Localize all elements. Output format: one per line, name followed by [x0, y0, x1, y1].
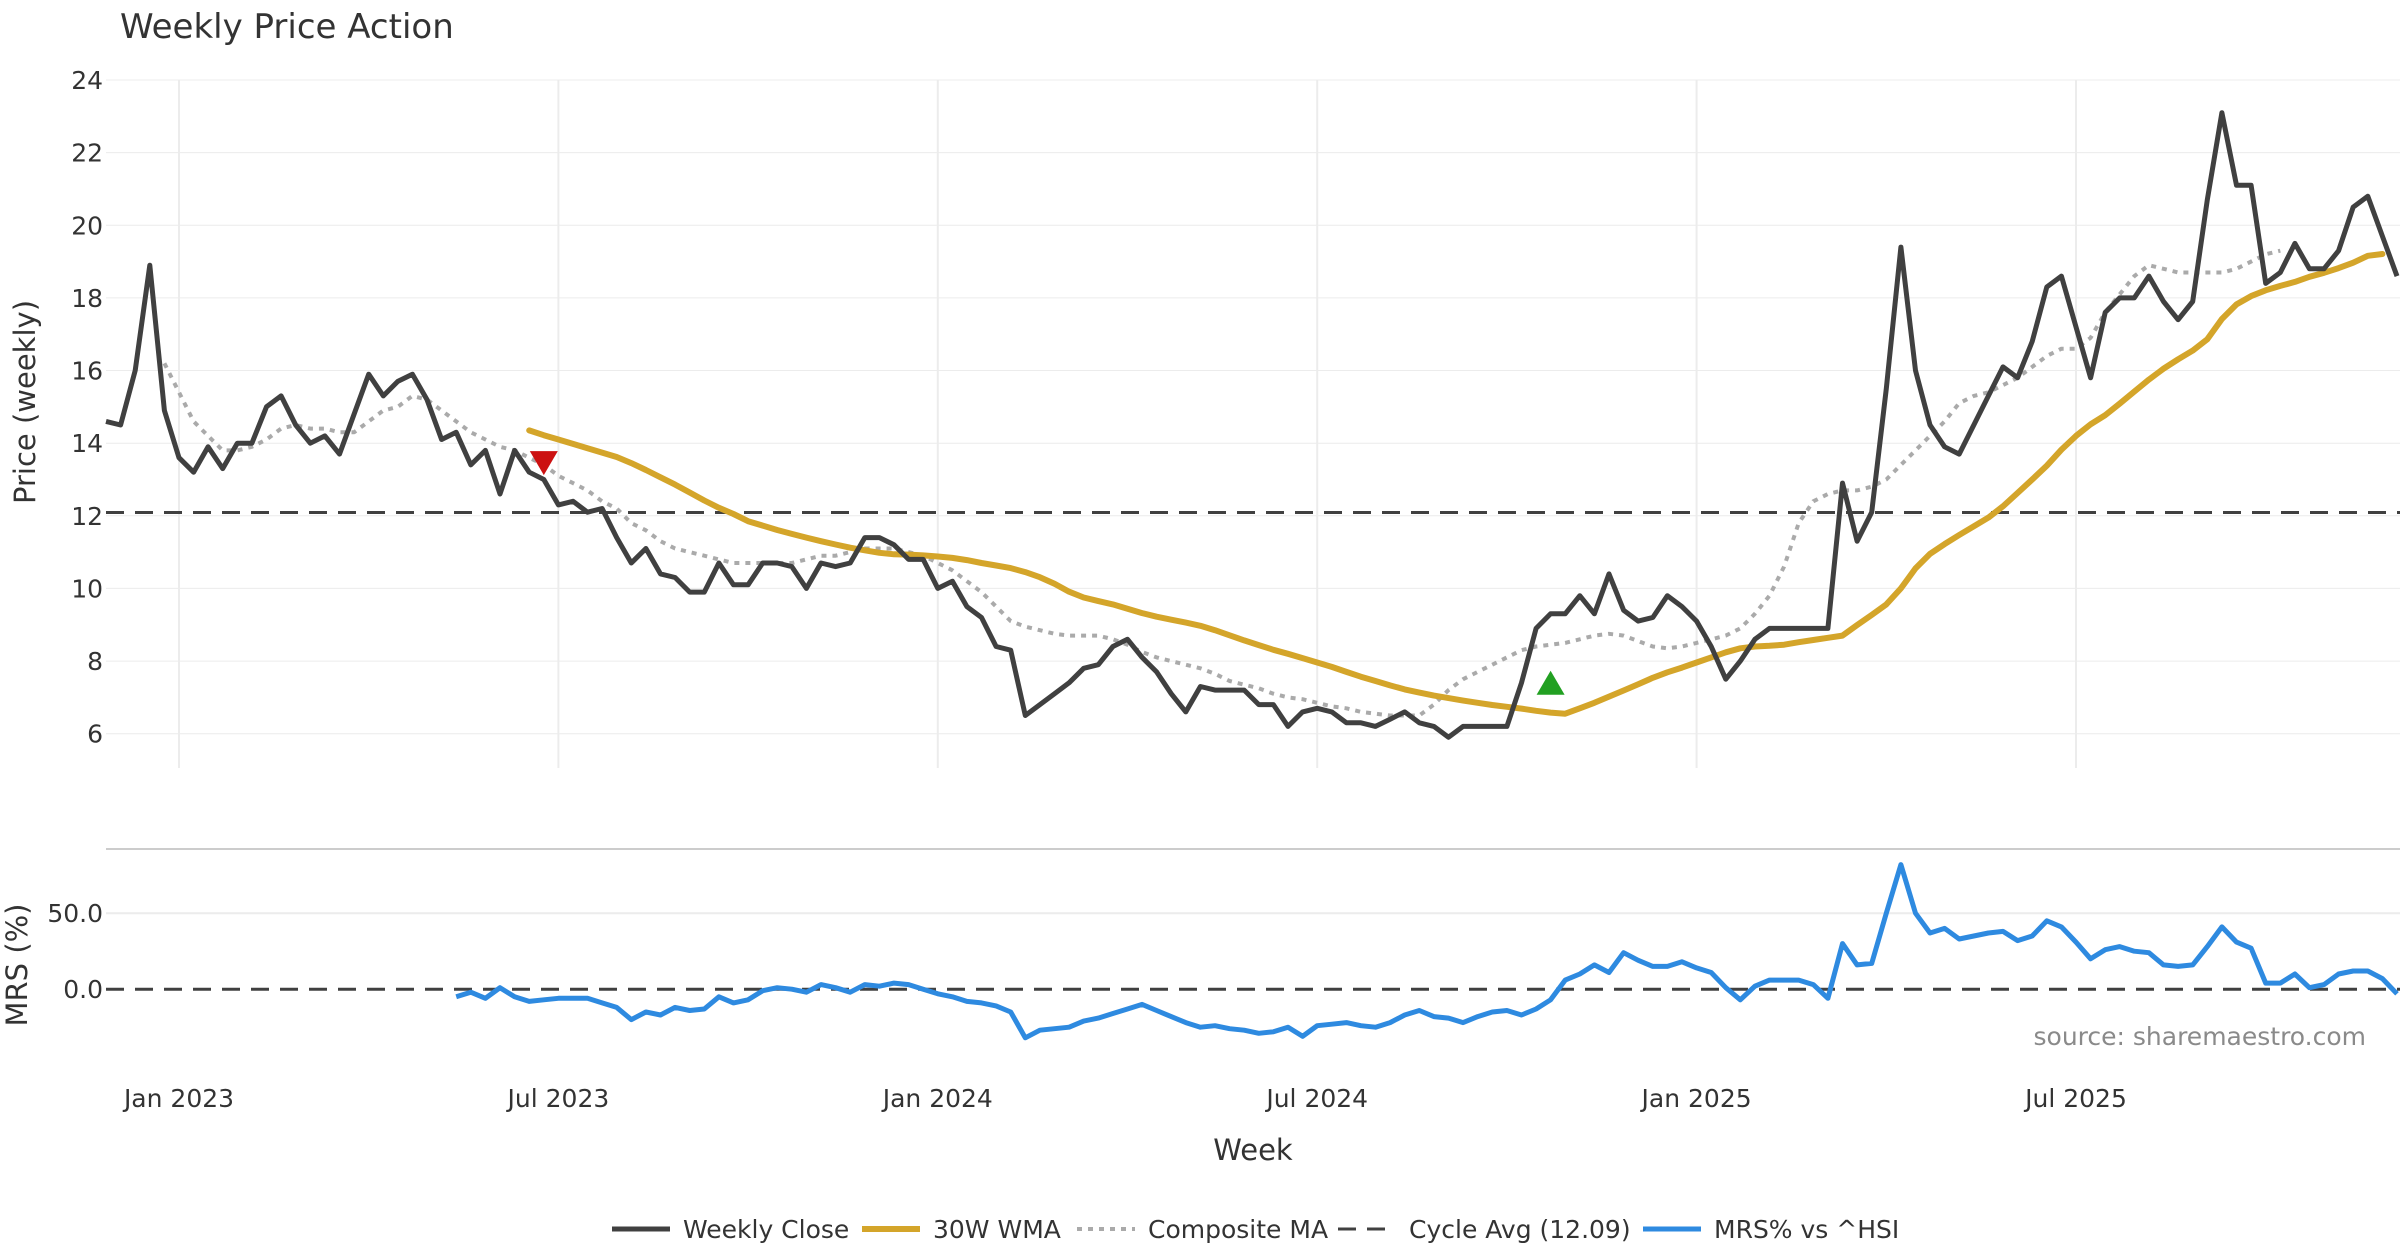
x-tick-label: Jul 2024	[1264, 1084, 1368, 1113]
mrs-y-tick-label: 50.0	[47, 899, 103, 928]
price-y-tick-label: 10	[71, 574, 103, 603]
price-y-tick-label: 20	[71, 211, 103, 240]
legend-label-close: Weekly Close	[683, 1215, 849, 1244]
price-y-tick-label: 8	[87, 647, 103, 676]
legend-label-cycle: Cycle Avg (12.09)	[1409, 1215, 1631, 1244]
weekly-close-line	[105, 110, 2400, 740]
price-y-ticks: 6 8 10 12 14 16 18 20 22 24	[71, 66, 103, 749]
price-y-tick-label: 14	[71, 429, 103, 458]
mrs-y-tick-label: 0.0	[63, 975, 103, 1004]
wma-30w-line	[526, 251, 2386, 717]
x-tick-label: Jan 2023	[122, 1084, 234, 1113]
buy-signal-marker	[1536, 670, 1565, 695]
legend: Weekly Close 30W WMA Composite MA Cycle Avg…	[612, 1215, 1899, 1244]
sell-signal-marker	[529, 451, 558, 476]
source-note: source: sharemaestro.com	[2034, 1022, 2367, 1051]
price-y-tick-label: 12	[71, 502, 103, 531]
x-tick-label: Jul 2023	[506, 1084, 610, 1113]
price-y-tick-label: 18	[71, 284, 103, 313]
x-tick-label: Jul 2025	[2023, 1084, 2127, 1113]
mrs-y-ticks: 0.0 50.0	[47, 899, 103, 1004]
price-y-tick-label: 24	[71, 66, 103, 95]
price-y-tick-label: 6	[87, 720, 103, 749]
price-grid	[106, 79, 2400, 768]
mrs-line	[455, 862, 2399, 1041]
price-y-axis-label: Price (weekly)	[8, 300, 42, 504]
legend-label-wma: 30W WMA	[933, 1215, 1061, 1244]
mrs-y-axis-label: MRS (%)	[0, 904, 34, 1027]
x-tick-label: Jan 2025	[1640, 1084, 1752, 1113]
x-tick-label: Jan 2024	[881, 1084, 993, 1113]
price-y-tick-label: 22	[71, 139, 103, 168]
price-y-tick-label: 16	[71, 357, 103, 386]
x-ticks: Jan 2023 Jul 2023 Jan 2024 Jul 2024 Jan 2025…	[122, 1084, 2127, 1113]
legend-label-mrs: MRS% vs ^HSI	[1714, 1215, 1899, 1244]
x-axis-label: Week	[1213, 1133, 1293, 1167]
legend-label-composite: Composite MA	[1148, 1215, 1328, 1244]
composite-ma-line	[162, 248, 2281, 718]
chart-title: Weekly Price Action	[120, 7, 454, 47]
